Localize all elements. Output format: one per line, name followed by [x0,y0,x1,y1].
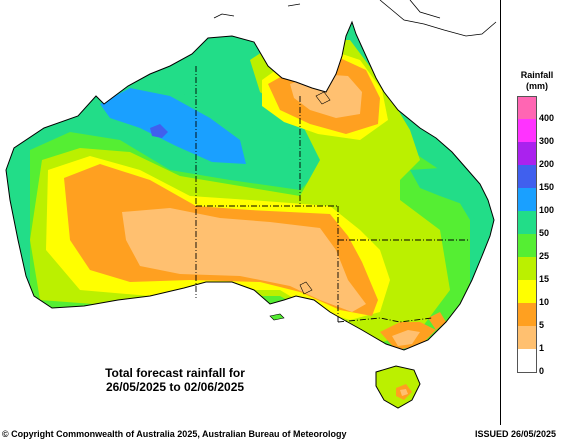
rainfall-1 [122,208,366,312]
rainfall-1-victoria [392,330,420,346]
rainfall-map: Total forecast rainfall for 26/05/2025 t… [5,0,501,425]
legend-label: 150 [539,182,555,192]
legend-label: 200 [539,159,555,169]
legend-label: 5 [539,320,545,330]
footer: © Copyright Commonwealth of Australia 20… [0,428,570,442]
legend-row: 15 [508,257,566,284]
neighbouring-coastline [213,0,497,37]
rainfall-legend: Rainfall (mm) 400 300 200 150 100 50 25 15 10 5 1 0 [508,70,566,376]
rainfall-100-northwest [100,88,246,164]
legend-swatch [517,257,537,280]
forecast-title-line-2: 26/05/2025 to 02/06/2025 [105,380,245,394]
legend-swatch [517,349,537,373]
rainfall-5-gippsland [428,312,446,330]
tasmania [375,365,421,409]
rainfall-50-east [410,168,480,220]
legend-label: 400 [539,113,555,123]
legend-row: 50 [508,211,566,238]
legend-row: 150 [508,165,566,192]
legend-swatch [517,303,537,326]
legend-swatch [517,119,537,142]
legend-row: 400 [508,96,566,123]
legend-label: 10 [539,297,550,307]
legend-swatch [517,96,537,120]
legend-title: Rainfall (mm) [508,70,566,92]
legend-title-line-2: (mm) [526,81,548,91]
lake-eyre [299,281,313,295]
legend-swatch [517,326,537,349]
legend-label: 1 [539,343,545,353]
legend-label: 25 [539,251,550,261]
legend-label: 15 [539,274,550,284]
legend-row: 5 [508,303,566,330]
legend-title-line-1: Rainfall [520,70,554,80]
state-borders [195,66,470,323]
legend-swatch [517,165,537,188]
legend-label: 100 [539,205,555,215]
rainfall-1-tasmania [400,389,408,396]
lake-north [315,91,331,105]
legend-swatch [517,142,537,165]
legend-swatch [517,211,537,234]
legend-swatch [517,280,537,303]
legend-row: 10 [508,280,566,307]
legend-row: 300 [508,119,566,146]
legend-label: 300 [539,136,555,146]
rainfall-map-canvas [5,0,497,409]
legend-row: 0 [508,349,566,376]
legend-swatch [517,234,537,257]
rainfall-150-northwest [150,124,168,138]
legend-row: 100 [508,188,566,215]
legend-label: 50 [539,228,550,238]
forecast-title-line-1: Total forecast rainfall for [105,366,245,380]
legend-label: 0 [539,366,545,376]
issued-date: ISSUED 26/05/2025 [474,429,556,439]
legend-rows: 400 300 200 150 100 50 25 15 10 5 1 0 [508,96,566,376]
legend-swatch [517,188,537,211]
legend-row: 1 [508,326,566,353]
legend-row: 25 [508,234,566,261]
legend-row: 200 [508,142,566,169]
forecast-title: Total forecast rainfall for 26/05/2025 t… [70,366,280,394]
kangaroo-island [269,313,285,321]
nsw-vic-border [337,317,433,323]
copyright-text: © Copyright Commonwealth of Australia 20… [2,429,347,439]
